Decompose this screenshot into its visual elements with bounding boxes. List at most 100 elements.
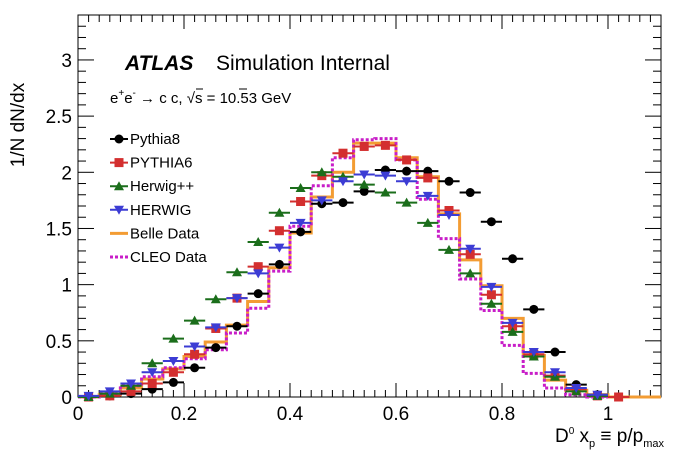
data-point [444,210,454,220]
legend-item: Herwig++ [110,178,194,195]
data-point [189,342,200,352]
data-point [253,262,263,272]
data-point [529,304,539,314]
y-tick-label: 1 [61,276,72,297]
data-point [126,379,136,389]
legend-label: Herwig++ [130,178,194,195]
data-point [380,140,390,150]
legend-marker [114,158,124,168]
x-tick-label: 0.2 [171,404,197,425]
legend-label: Pythia8 [130,131,180,148]
legend-item: CLEO Data [110,249,207,266]
data-point [550,347,560,357]
data-point [296,197,306,207]
data-point [274,226,284,236]
y-axis-title: 1/N dN/dx [8,82,29,167]
data-point [168,377,178,387]
atlas-sublabel: Simulation Internal [216,52,390,75]
data-point [83,391,94,401]
data-point [528,348,539,358]
data-point [380,187,391,197]
data-point [465,249,475,259]
data-point [402,155,412,165]
data-point [401,177,412,187]
data-point [401,197,412,207]
x-tick-label: 0.6 [383,404,409,425]
data-point [359,141,369,151]
data-point [316,167,327,177]
data-point [147,379,157,389]
data-point [550,368,560,378]
legend-item: Belle Data [110,225,200,242]
x-tick-label: 0.4 [277,404,304,425]
data-point [210,323,221,333]
data-point [507,318,518,328]
x-tick-label: 0 [73,404,84,425]
x-tick-labels: 0 0.2 0.4 0.6 0.8 1 [73,404,614,425]
data-point [465,244,476,254]
legend-marker [114,181,124,191]
data-point [508,254,518,264]
x-axis-title: D0 xp ≡ p/pmax [555,426,665,450]
data-point [168,357,179,367]
y-tick-label: 0 [61,388,72,409]
data-point [444,244,454,254]
data-point [444,176,454,186]
axis-ticks [77,14,662,398]
data-point [359,170,370,180]
legend-marker [114,205,124,215]
data-point [338,148,348,158]
data-point [422,217,433,227]
data-point [444,205,454,215]
data-point [189,315,200,325]
data-point [465,268,476,278]
y-tick-label: 0.5 [46,332,72,353]
data-point [210,294,221,304]
legend-item: HERWIG [110,202,191,219]
legend: Pythia8 PYTHIA6 Herwig++ HERWIG Belle Data CL… [110,131,207,266]
x-tick-label: 0.8 [489,404,515,425]
atlas-label: ATLAS [124,52,193,75]
data-point [232,294,242,304]
data-point [486,290,496,300]
data-point [232,267,242,277]
legend-label: HERWIG [130,202,191,219]
data-point [274,259,284,269]
data-point [190,349,200,359]
series-points [78,140,630,402]
data-point [338,177,348,187]
data-point [507,326,518,336]
data-point [486,298,497,308]
data-point [295,183,306,193]
y-tick-label: 3 [61,51,72,72]
data-point [295,218,306,228]
x-tick-label: 1 [603,404,614,425]
data-point [296,227,306,237]
process-label: e+e- → c c, √s = 10.53 GeV [110,88,291,107]
data-point [571,384,582,394]
data-point [359,186,369,196]
data-point [190,363,200,373]
data-point [338,198,348,208]
y-tick-labels: 0 0.5 1 1.5 2 2.5 3 [46,51,72,409]
histogram-cleo-data [78,137,608,399]
legend-label: Belle Data [130,225,200,242]
data-point [104,387,115,397]
data-point [232,321,242,331]
data-point [422,191,433,201]
data-point [253,236,264,246]
legend-label: CLEO Data [130,249,207,266]
legend-item: Pythia8 [110,131,180,148]
data-point [359,179,370,189]
data-point [211,343,221,353]
data-point [423,173,433,183]
data-point [147,368,158,378]
data-point [592,390,603,400]
data-point [486,282,497,292]
data-point [316,196,327,206]
data-point [274,207,285,217]
data-point [614,392,624,402]
data-point [486,217,496,227]
legend-marker [114,134,124,144]
